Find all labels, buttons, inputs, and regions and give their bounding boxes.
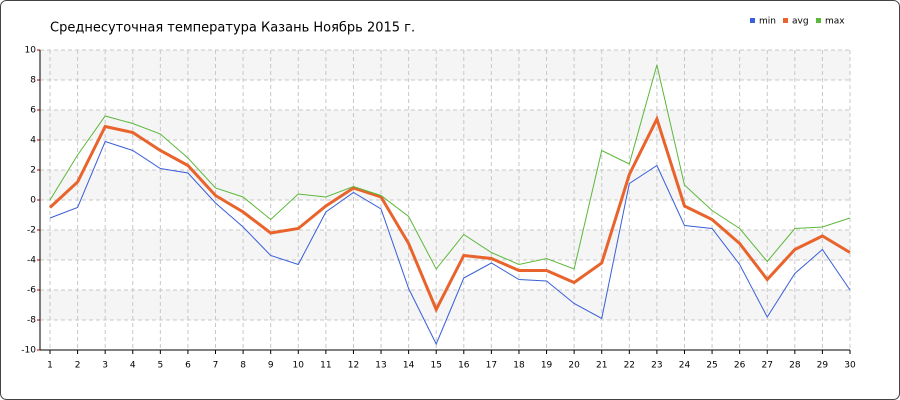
y-tick-label: -4 bbox=[27, 256, 36, 266]
y-tick-label: 6 bbox=[30, 106, 36, 116]
x-tick-label: 21 bbox=[596, 361, 607, 371]
y-tick-label: 10 bbox=[25, 46, 37, 56]
x-tick-label: 9 bbox=[268, 361, 274, 371]
x-tick-label: 29 bbox=[817, 361, 829, 371]
x-tick-label: 24 bbox=[679, 361, 691, 371]
x-tick-label: 7 bbox=[213, 361, 219, 371]
band bbox=[40, 50, 850, 80]
series-line bbox=[49, 140, 851, 346]
y-tick-label: -2 bbox=[27, 226, 36, 236]
x-tick-label: 13 bbox=[375, 361, 386, 371]
x-tick-label: 14 bbox=[403, 361, 415, 371]
y-tick-label: -6 bbox=[27, 286, 36, 296]
x-tick-label: 19 bbox=[541, 361, 553, 371]
band bbox=[40, 170, 850, 200]
x-tick-label: 28 bbox=[789, 361, 801, 371]
series-line bbox=[48, 115, 851, 314]
legend-swatch bbox=[750, 18, 755, 23]
y-tick-label: 8 bbox=[30, 76, 36, 86]
y-tick-label: 2 bbox=[30, 166, 36, 176]
series-line bbox=[49, 64, 851, 270]
chart-title: Среднесуточная температура Казань Ноябрь… bbox=[50, 21, 415, 36]
x-tick-label: 26 bbox=[734, 361, 746, 371]
band bbox=[40, 230, 850, 260]
legend-label: avg bbox=[792, 17, 809, 27]
x-tick-label: 22 bbox=[624, 361, 635, 371]
x-tick-label: 8 bbox=[240, 361, 246, 371]
x-tick-label: 2 bbox=[75, 361, 81, 371]
x-tick-label: 20 bbox=[568, 361, 580, 371]
y-tick-label: 0 bbox=[30, 196, 36, 206]
x-tick-label: 12 bbox=[348, 361, 359, 371]
x-tick-label: 25 bbox=[706, 361, 717, 371]
x-tick-label: 16 bbox=[458, 361, 470, 371]
x-tick-label: 6 bbox=[185, 361, 191, 371]
y-tick-label: 4 bbox=[30, 136, 36, 146]
x-tick-label: 23 bbox=[651, 361, 662, 371]
x-tick-label: 15 bbox=[430, 361, 441, 371]
x-tick-label: 10 bbox=[293, 361, 305, 371]
band bbox=[40, 110, 850, 140]
x-tick-label: 17 bbox=[486, 361, 497, 371]
legend-swatch bbox=[783, 18, 788, 23]
x-tick-label: 27 bbox=[762, 361, 773, 371]
x-tick-label: 4 bbox=[130, 361, 136, 371]
x-tick-label: 11 bbox=[320, 361, 331, 371]
y-tick-label: -8 bbox=[27, 316, 36, 326]
x-tick-label: 3 bbox=[102, 361, 108, 371]
x-tick-label: 1 bbox=[47, 361, 53, 371]
legend-label: max bbox=[825, 17, 845, 27]
legend-swatch bbox=[816, 18, 821, 23]
x-tick-label: 5 bbox=[157, 361, 163, 371]
x-tick-label: 30 bbox=[844, 361, 856, 371]
legend-label: min bbox=[759, 17, 776, 27]
x-tick-label: 18 bbox=[513, 361, 525, 371]
y-tick-label: -10 bbox=[21, 346, 36, 356]
